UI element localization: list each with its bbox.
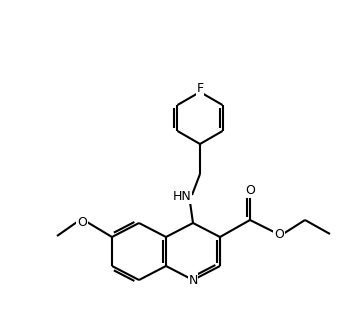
Text: F: F (196, 82, 204, 95)
Text: N: N (188, 273, 198, 287)
Text: HN: HN (173, 190, 192, 204)
Text: O: O (245, 184, 255, 197)
Text: O: O (274, 227, 284, 240)
Text: O: O (77, 216, 87, 229)
